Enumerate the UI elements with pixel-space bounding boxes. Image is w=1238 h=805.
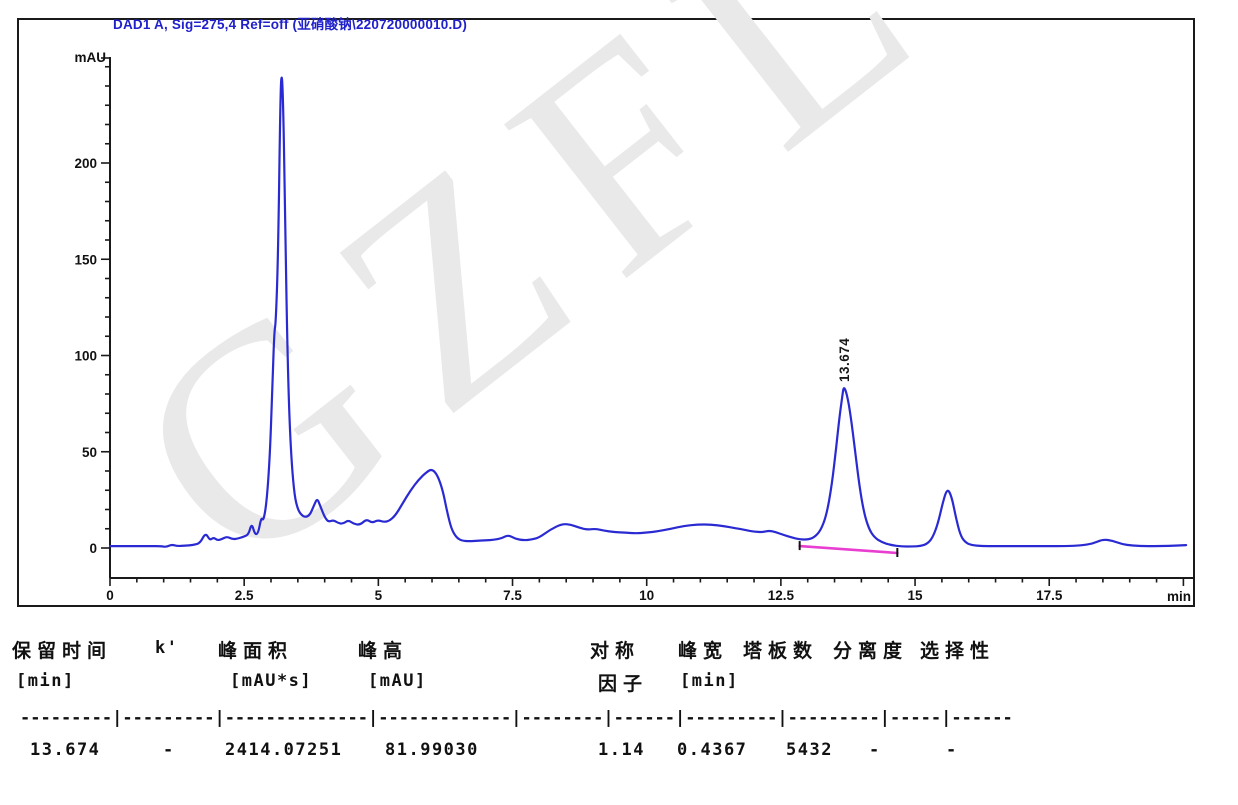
x-tick-label: 5 xyxy=(375,588,383,603)
chromatogram-frame xyxy=(17,18,1195,607)
col-header-resolution: 分离度 xyxy=(833,640,909,662)
unit-retention-time: [min] xyxy=(16,671,75,691)
unit-peak-area: [mAU*s] xyxy=(230,671,313,691)
col-header-k-prime: k' xyxy=(155,638,179,658)
unit-peak-width: [min] xyxy=(680,671,739,691)
integration-baseline xyxy=(798,544,899,555)
watermark-text: GZFL xyxy=(76,0,997,625)
value-retention-time: 13.674 xyxy=(30,740,101,760)
value-peak-height: 81.99030 xyxy=(385,740,479,760)
value-selectivity: - xyxy=(946,740,958,760)
chromatogram-plot: GZFL 0 2.5 5 7.5 10 12.5 15 17.5 0 50 100 150 200 mA… xyxy=(74,0,1193,625)
unit-peak-height: [mAU] xyxy=(368,671,427,691)
x-axis-unit-label: min xyxy=(1167,589,1191,604)
x-tick-label: 17.5 xyxy=(1036,588,1063,603)
col-header-retention-time: 保留时间 xyxy=(12,640,113,662)
y-axis-unit-label: mAU xyxy=(74,50,106,65)
peak-retention-label: 13.674 xyxy=(837,338,852,382)
col-header-peak-width: 峰宽 xyxy=(678,640,729,662)
x-tick-label: 15 xyxy=(908,588,924,603)
col-header-peak-area: 峰面积 xyxy=(218,640,294,662)
x-tick-label: 2.5 xyxy=(235,588,254,603)
y-tick-label: 200 xyxy=(74,156,97,171)
x-tick-label: 7.5 xyxy=(503,588,522,603)
value-resolution: - xyxy=(869,740,881,760)
col-header-plates: 塔板数 xyxy=(743,640,819,662)
col-header-selectivity: 选择性 xyxy=(920,640,996,662)
col-header-symmetry-factor: 因子 xyxy=(598,673,649,695)
value-k-prime: - xyxy=(163,740,175,760)
y-tick-label: 150 xyxy=(74,252,97,267)
x-tick-label: 10 xyxy=(639,588,654,603)
y-tick-label: 50 xyxy=(82,445,97,460)
table-separator: ---------|---------|--------------|-----… xyxy=(20,708,1013,728)
col-header-symmetry: 对称 xyxy=(590,640,641,662)
signal-trace xyxy=(108,76,1188,548)
value-peak-area: 2414.07251 xyxy=(225,740,343,760)
value-symmetry: 1.14 xyxy=(598,740,645,760)
signal-title: DAD1 A, Sig=275,4 Ref=off (亚硝酸钠\22072000… xyxy=(113,17,468,32)
y-tick-label: 100 xyxy=(74,349,97,364)
y-tick-label: 0 xyxy=(89,541,97,556)
value-peak-width: 0.4367 xyxy=(677,740,748,760)
x-tick-label: 0 xyxy=(106,588,114,603)
x-tick-label: 12.5 xyxy=(768,588,795,603)
value-plates: 5432 xyxy=(786,740,833,760)
col-header-peak-height: 峰高 xyxy=(358,640,409,662)
